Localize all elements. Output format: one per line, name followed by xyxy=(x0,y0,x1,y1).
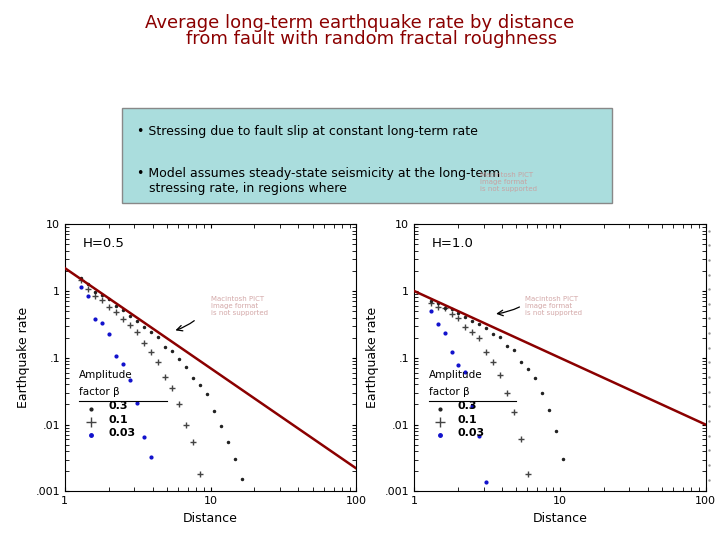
Text: Macintosh PICT
Image format
is not supported: Macintosh PICT Image format is not suppo… xyxy=(480,172,537,192)
Y-axis label: Earthquake rate: Earthquake rate xyxy=(17,307,30,408)
X-axis label: Distance: Distance xyxy=(532,512,588,525)
Text: Average long-term earthquake rate by distance: Average long-term earthquake rate by dis… xyxy=(145,14,575,31)
Text: from fault with random fractal roughness: from fault with random fractal roughness xyxy=(163,30,557,48)
Text: 0.1: 0.1 xyxy=(458,415,477,425)
Text: factor β: factor β xyxy=(428,387,469,397)
Text: 0.3: 0.3 xyxy=(109,401,128,411)
Text: H=0.5: H=0.5 xyxy=(82,238,124,251)
Text: • Stressing due to fault slip at constant long-term rate: • Stressing due to fault slip at constan… xyxy=(137,125,478,138)
Text: factor β: factor β xyxy=(79,387,120,397)
Text: 0.03: 0.03 xyxy=(458,428,485,438)
Text: 0.1: 0.1 xyxy=(109,415,128,425)
Text: 0.3: 0.3 xyxy=(458,401,477,411)
FancyBboxPatch shape xyxy=(122,108,612,202)
Text: Amplitude: Amplitude xyxy=(428,370,482,380)
Text: • Model assumes steady-state seismicity at the long-term
   stressing rate, in r: • Model assumes steady-state seismicity … xyxy=(137,166,500,194)
Text: Macintosh PICT
Image format
is not supported: Macintosh PICT Image format is not suppo… xyxy=(525,296,582,316)
Y-axis label: Earthquake rate: Earthquake rate xyxy=(366,307,379,408)
X-axis label: Distance: Distance xyxy=(183,512,238,525)
Text: Macintosh PICT
Image format
is not supported: Macintosh PICT Image format is not suppo… xyxy=(210,296,268,316)
Text: Amplitude: Amplitude xyxy=(79,370,133,380)
Text: 0.03: 0.03 xyxy=(109,428,135,438)
Text: H=1.0: H=1.0 xyxy=(431,238,473,251)
